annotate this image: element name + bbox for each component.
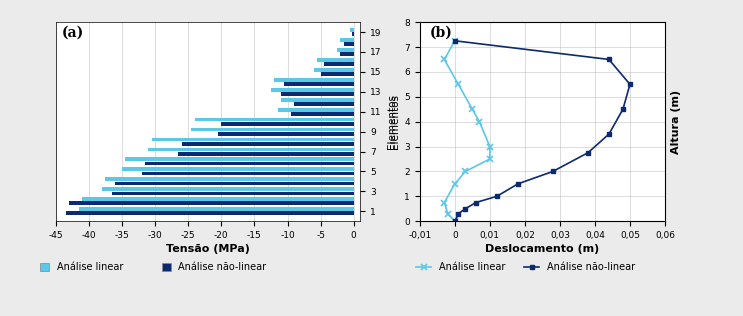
Análise linear	[475, 120, 484, 124]
Bar	[192, 128, 354, 131]
Line: Análise não-linear: Análise não-linear	[452, 38, 632, 224]
Bar	[324, 62, 354, 66]
Y-axis label: Altura (m): Altura (m)	[670, 90, 681, 154]
Bar	[79, 207, 354, 211]
Legend: Análise linear, Análise não-linear: Análise linear, Análise não-linear	[36, 258, 270, 276]
Bar	[284, 82, 354, 86]
Análise não-linear	[471, 201, 480, 204]
Bar	[195, 118, 354, 121]
Bar	[102, 187, 354, 191]
Análise linear	[461, 169, 470, 173]
Bar	[106, 177, 354, 181]
Legend: Análise linear, Análise não-linear: Análise linear, Análise não-linear	[412, 258, 639, 276]
Análise linear	[440, 201, 449, 204]
Análise não-linear	[450, 39, 459, 43]
X-axis label: Tensão (MPa): Tensão (MPa)	[166, 244, 250, 254]
Análise não-linear	[618, 107, 627, 111]
Análise não-linear	[605, 132, 614, 136]
Análise não-linear	[513, 182, 522, 186]
Bar	[351, 28, 354, 32]
Análise não-linear	[583, 151, 592, 155]
Bar	[115, 182, 354, 185]
Bar	[291, 112, 354, 116]
Análise linear	[485, 157, 494, 161]
Y-axis label: Elementos: Elementos	[387, 94, 397, 149]
Bar	[221, 122, 354, 126]
Bar	[344, 42, 354, 46]
Análise linear	[454, 82, 463, 86]
Bar	[337, 48, 354, 52]
Análise linear	[485, 145, 494, 149]
Bar	[142, 172, 354, 175]
Análise não-linear	[605, 58, 614, 61]
Bar	[351, 32, 354, 36]
Bar	[178, 152, 354, 155]
Bar	[152, 137, 354, 141]
Bar	[321, 72, 354, 76]
Bar	[271, 88, 354, 92]
Bar	[181, 142, 354, 146]
Bar	[149, 148, 354, 151]
Análise não-linear	[626, 82, 635, 86]
Análise não-linear	[493, 194, 502, 198]
Bar	[340, 38, 354, 42]
Análise não-linear	[461, 207, 470, 211]
Bar	[112, 191, 354, 195]
Análise linear	[468, 107, 477, 111]
Análise não-linear	[450, 219, 459, 223]
Bar	[274, 78, 354, 82]
Análise não-linear	[454, 212, 463, 216]
Bar	[294, 102, 354, 106]
Bar	[317, 58, 354, 62]
Text: (b): (b)	[429, 26, 452, 40]
Análise linear	[444, 212, 452, 216]
Bar	[340, 52, 354, 56]
Y-axis label: Elementos: Elementos	[390, 94, 400, 149]
Line: Análise linear: Análise linear	[441, 38, 493, 224]
Text: (a): (a)	[62, 26, 84, 40]
Bar	[218, 132, 354, 136]
Bar	[281, 92, 354, 96]
Bar	[281, 98, 354, 101]
Análise linear	[450, 182, 459, 186]
Bar	[126, 157, 354, 161]
X-axis label: Deslocamento (m): Deslocamento (m)	[485, 244, 600, 254]
Bar	[69, 202, 354, 205]
Bar	[82, 197, 354, 201]
Análise linear	[440, 58, 449, 61]
Bar	[278, 108, 354, 112]
Bar	[122, 167, 354, 171]
Bar	[145, 162, 354, 166]
Análise linear	[450, 219, 459, 223]
Bar	[65, 211, 354, 215]
Análise não-linear	[548, 169, 557, 173]
Bar	[314, 68, 354, 72]
Análise linear	[450, 39, 459, 43]
